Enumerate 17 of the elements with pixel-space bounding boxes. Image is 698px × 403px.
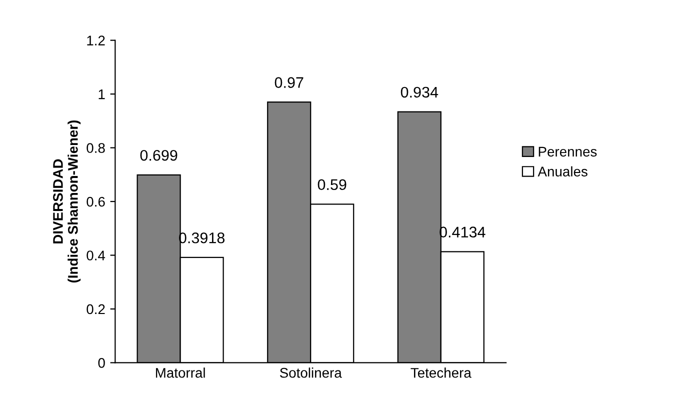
data-label: 0.699 xyxy=(140,150,178,161)
y-tick-label: 0.2 xyxy=(86,304,105,314)
x-tick-label: Sotolinera xyxy=(280,368,342,378)
x-tick-label: Matorral xyxy=(156,368,205,378)
data-label: 0.934 xyxy=(400,86,438,98)
y-tick-label: 0 xyxy=(98,358,105,368)
data-label: 0.59 xyxy=(318,179,346,190)
legend-label: Perennes xyxy=(538,146,597,157)
y-tick-label: 1.2 xyxy=(87,36,105,46)
y-tick-label: 0.6 xyxy=(86,196,105,207)
y-tick-label: 1 xyxy=(98,90,105,100)
y-tick-label: 0.8 xyxy=(86,143,105,153)
x-tick-label: Tetechera xyxy=(410,368,472,378)
legend-label: Anuales xyxy=(538,166,588,176)
data-label: 0.97 xyxy=(274,77,304,88)
y-axis-title: DIVERSIDAD (Indice Shannon-Wiener) xyxy=(53,120,81,283)
y-tick-label: 0.4 xyxy=(86,250,106,260)
